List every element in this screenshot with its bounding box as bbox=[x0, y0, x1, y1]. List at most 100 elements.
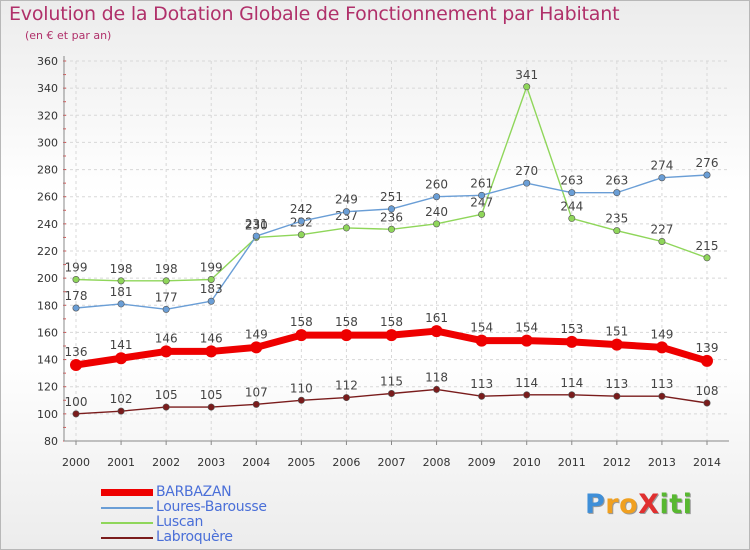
data-label-labroquere: 114 bbox=[515, 376, 538, 390]
logo-letter: o bbox=[619, 489, 639, 520]
data-label-loures-barousse: 270 bbox=[515, 164, 538, 178]
data-label-barbazan: 146 bbox=[155, 331, 178, 345]
data-label-luscan: 199 bbox=[65, 261, 88, 275]
data-label-loures-barousse: 181 bbox=[110, 285, 133, 299]
data-label-loures-barousse: 263 bbox=[605, 174, 628, 188]
data-label-luscan: 235 bbox=[605, 212, 628, 226]
logo-letter: X bbox=[638, 489, 660, 520]
data-label-labroquere: 118 bbox=[425, 370, 448, 384]
x-tick-label: 2014 bbox=[693, 456, 721, 469]
data-point-labroquere bbox=[207, 403, 215, 411]
data-point-luscan bbox=[342, 224, 350, 232]
x-tick-label: 2009 bbox=[468, 456, 496, 469]
data-point-labroquere bbox=[162, 403, 170, 411]
data-label-barbazan: 149 bbox=[245, 327, 268, 341]
data-point-barbazan bbox=[520, 334, 533, 347]
data-point-loures-barousse bbox=[342, 208, 350, 216]
data-point-labroquere bbox=[342, 394, 350, 402]
proxiti-logo: ProXiti bbox=[585, 489, 692, 520]
data-label-luscan: 198 bbox=[155, 262, 178, 276]
data-label-loures-barousse: 183 bbox=[200, 282, 223, 296]
x-tick-label: 2008 bbox=[423, 456, 451, 469]
x-tick-label: 2012 bbox=[603, 456, 631, 469]
chart-legend: BARBAZAN Loures-Barousse Luscan Labroquère bbox=[101, 484, 301, 545]
data-label-labroquere: 113 bbox=[650, 377, 673, 391]
data-label-labroquere: 112 bbox=[335, 379, 358, 393]
data-label-barbazan: 158 bbox=[335, 315, 358, 329]
data-point-labroquere bbox=[658, 392, 666, 400]
data-label-labroquere: 100 bbox=[65, 395, 88, 409]
data-label-loures-barousse: 263 bbox=[560, 174, 583, 188]
data-point-luscan bbox=[433, 220, 441, 228]
y-tick-label: 360 bbox=[37, 55, 58, 68]
x-tick-label: 2011 bbox=[558, 456, 586, 469]
y-tick-label: 320 bbox=[37, 109, 58, 122]
x-tick-label: 2010 bbox=[513, 456, 541, 469]
legend-label: Loures-Barousse bbox=[156, 499, 267, 515]
data-point-luscan bbox=[162, 277, 170, 285]
data-label-labroquere: 105 bbox=[200, 388, 223, 402]
data-point-luscan bbox=[387, 225, 395, 233]
legend-label: Luscan bbox=[156, 514, 204, 530]
y-tick-label: 280 bbox=[37, 164, 58, 177]
legend-item: Luscan bbox=[101, 514, 301, 530]
x-tick-label: 2006 bbox=[332, 456, 360, 469]
data-label-loures-barousse: 260 bbox=[425, 178, 448, 192]
data-label-luscan: 240 bbox=[425, 205, 448, 219]
data-point-labroquere bbox=[613, 392, 621, 400]
y-tick-label: 80 bbox=[44, 435, 58, 448]
data-label-luscan: 236 bbox=[380, 210, 403, 224]
data-point-loures-barousse bbox=[433, 193, 441, 201]
data-label-barbazan: 154 bbox=[470, 321, 493, 335]
data-point-luscan bbox=[658, 238, 666, 246]
chart-title: Evolution de la Dotation Globale de Fonc… bbox=[9, 3, 620, 25]
data-point-labroquere bbox=[523, 391, 531, 399]
logo-letter: i bbox=[659, 489, 670, 520]
logo-letter: P bbox=[585, 489, 606, 520]
data-label-loures-barousse: 231 bbox=[245, 217, 268, 231]
data-point-luscan bbox=[207, 275, 215, 283]
data-label-luscan: 227 bbox=[650, 223, 673, 237]
data-point-barbazan bbox=[340, 329, 353, 342]
data-point-labroquere bbox=[478, 392, 486, 400]
data-point-barbazan bbox=[565, 335, 578, 348]
data-point-luscan bbox=[72, 275, 80, 283]
y-tick-label: 140 bbox=[37, 354, 58, 367]
legend-swatch bbox=[101, 522, 153, 524]
data-point-barbazan bbox=[115, 352, 128, 365]
data-point-labroquere bbox=[433, 385, 441, 393]
data-point-loures-barousse bbox=[117, 300, 125, 308]
data-point-loures-barousse bbox=[523, 179, 531, 187]
data-label-luscan: 198 bbox=[110, 262, 133, 276]
x-tick-label: 2002 bbox=[152, 456, 180, 469]
x-tick-label: 2004 bbox=[242, 456, 270, 469]
data-label-barbazan: 154 bbox=[515, 321, 538, 335]
legend-swatch bbox=[101, 507, 153, 509]
data-point-barbazan bbox=[701, 354, 713, 367]
data-point-barbazan bbox=[70, 359, 82, 371]
y-tick-label: 240 bbox=[37, 218, 58, 231]
data-label-luscan: 199 bbox=[200, 261, 223, 275]
legend-swatch bbox=[101, 489, 153, 496]
data-point-loures-barousse bbox=[162, 305, 170, 313]
data-point-barbazan bbox=[160, 345, 173, 358]
data-point-loures-barousse bbox=[703, 171, 711, 179]
data-label-labroquere: 105 bbox=[155, 388, 178, 402]
y-tick-label: 340 bbox=[37, 82, 58, 95]
data-label-labroquere: 102 bbox=[110, 392, 133, 406]
data-point-luscan bbox=[478, 210, 486, 218]
data-label-labroquere: 107 bbox=[245, 385, 268, 399]
data-point-loures-barousse bbox=[252, 232, 260, 240]
data-label-labroquere: 113 bbox=[470, 377, 493, 391]
data-label-labroquere: 108 bbox=[696, 384, 719, 398]
data-point-labroquere bbox=[568, 391, 576, 399]
data-point-barbazan bbox=[430, 325, 443, 338]
data-label-barbazan: 136 bbox=[65, 345, 88, 359]
data-point-loures-barousse bbox=[568, 189, 576, 197]
legend-label: BARBAZAN bbox=[156, 484, 232, 500]
y-tick-label: 180 bbox=[37, 299, 58, 312]
logo-letter: r bbox=[605, 489, 620, 520]
logo-letter: i bbox=[682, 489, 693, 520]
